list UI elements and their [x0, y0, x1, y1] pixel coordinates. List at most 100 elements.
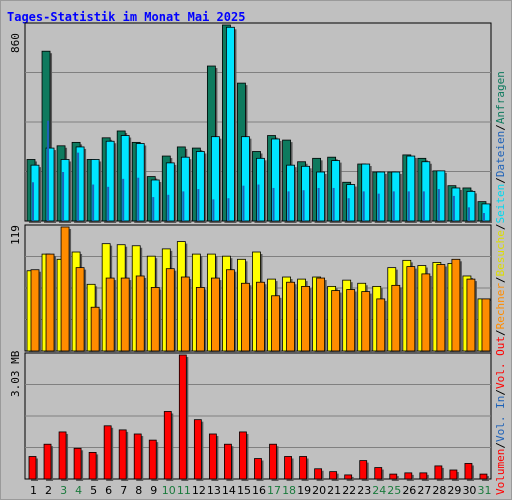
- bar-seiten: [271, 138, 280, 222]
- bar-seiten: [451, 187, 461, 222]
- bar-dateien: [122, 178, 125, 221]
- bar-seiten: [436, 170, 446, 222]
- bar-rechner: [451, 258, 461, 352]
- bar-volumen: [103, 425, 112, 480]
- bar-dateien: [182, 191, 185, 221]
- bar-dateien: [197, 189, 200, 221]
- bar-seiten: [30, 164, 40, 222]
- x-tick-label: 6: [105, 484, 112, 497]
- bar-volumen: [133, 433, 142, 480]
- bar-seiten: [120, 135, 130, 222]
- x-tick-label: 21: [327, 484, 341, 497]
- bar-rechner: [256, 281, 265, 352]
- bar-dateien: [77, 152, 80, 221]
- x-tick-label: 16: [252, 484, 266, 497]
- x-tick-label: 25: [387, 484, 401, 497]
- bar-dateien: [317, 187, 320, 221]
- bar-volumen: [329, 471, 338, 480]
- bar-seiten: [481, 203, 491, 222]
- x-tick-label: 8: [135, 484, 142, 497]
- bar-dateien: [167, 194, 170, 221]
- bar-rechner: [105, 277, 115, 352]
- bar-seiten: [346, 184, 356, 222]
- bar-rechner: [301, 285, 310, 352]
- bar-volumen: [178, 354, 187, 480]
- bar-seiten: [406, 155, 416, 222]
- x-tick-label: 15: [237, 484, 251, 497]
- bar-volumen: [193, 419, 202, 480]
- bar-volumen: [148, 439, 157, 480]
- bar-rechner: [466, 278, 476, 352]
- bar-volumen: [118, 429, 127, 480]
- bar-dateien: [437, 189, 440, 221]
- x-tick-label: 9: [150, 484, 157, 497]
- bar-dateien: [302, 190, 305, 221]
- x-tick-label: 11: [177, 484, 191, 497]
- bar-rechner: [75, 267, 85, 352]
- bar-dateien: [347, 198, 350, 221]
- bar-dateien: [137, 177, 140, 221]
- bar-dateien: [47, 120, 50, 221]
- bar-dateien: [92, 184, 95, 221]
- bar-volumen: [404, 472, 413, 480]
- bar-rechner: [45, 253, 55, 352]
- bar-dateien: [407, 191, 410, 221]
- x-tick-label: 20: [312, 484, 326, 497]
- bar-dateien: [152, 197, 155, 221]
- x-tick-label: 1: [30, 484, 37, 497]
- bar-dateien: [287, 191, 290, 221]
- x-tick-label: 29: [447, 484, 461, 497]
- bar-seiten: [391, 171, 401, 222]
- bar-volumen: [299, 456, 307, 480]
- bar-seiten: [150, 179, 160, 222]
- x-tick-label: 18: [282, 484, 296, 497]
- bar-seiten: [45, 147, 55, 222]
- bar-volumen: [464, 463, 473, 480]
- bar-dateien: [227, 198, 230, 221]
- bar-seiten: [361, 163, 371, 222]
- bar-rechner: [90, 306, 100, 352]
- bar-rechner: [30, 269, 40, 352]
- bar-rechner: [481, 298, 491, 352]
- bar-dateien: [332, 187, 335, 221]
- bar-seiten: [90, 159, 100, 222]
- bar-rechner: [376, 298, 386, 352]
- x-tick-label: 27: [417, 484, 431, 497]
- bar-rechner: [286, 281, 295, 352]
- bar-seiten: [210, 136, 220, 222]
- bar-seiten: [195, 151, 205, 222]
- bar-dateien: [62, 172, 65, 221]
- bar-seiten: [301, 165, 310, 222]
- bar-rechner: [421, 273, 431, 352]
- x-tick-label: 4: [75, 484, 82, 497]
- bar-dateien: [107, 186, 110, 221]
- bar-volumen: [58, 431, 67, 480]
- bar-volumen: [254, 458, 262, 480]
- bar-volumen: [344, 474, 353, 480]
- x-tick-label: 7: [120, 484, 127, 497]
- bar-volumen: [163, 411, 172, 480]
- bar-seiten: [241, 136, 250, 222]
- x-tick-label: 24: [372, 484, 386, 497]
- bar-rechner: [150, 287, 160, 352]
- bar-volumen: [28, 456, 37, 480]
- bar-rechner: [361, 291, 371, 352]
- bar-volumen: [239, 431, 247, 480]
- bar-dateien: [452, 195, 455, 221]
- x-tick-label: 19: [297, 484, 311, 497]
- x-tick-label: 26: [402, 484, 416, 497]
- bar-rechner: [60, 226, 70, 352]
- bar-dateien: [482, 213, 485, 221]
- bar-rechner: [436, 264, 446, 352]
- bar-volumen: [449, 469, 458, 480]
- bar-seiten: [75, 146, 85, 222]
- bar-dateien: [392, 191, 395, 221]
- bar-seiten: [421, 161, 431, 222]
- bar-rechner: [135, 275, 145, 352]
- bar-rechner: [391, 284, 401, 352]
- bar-rechner: [331, 290, 341, 352]
- bar-volumen: [314, 468, 323, 480]
- bar-volumen: [73, 447, 82, 480]
- bar-volumen: [224, 443, 232, 480]
